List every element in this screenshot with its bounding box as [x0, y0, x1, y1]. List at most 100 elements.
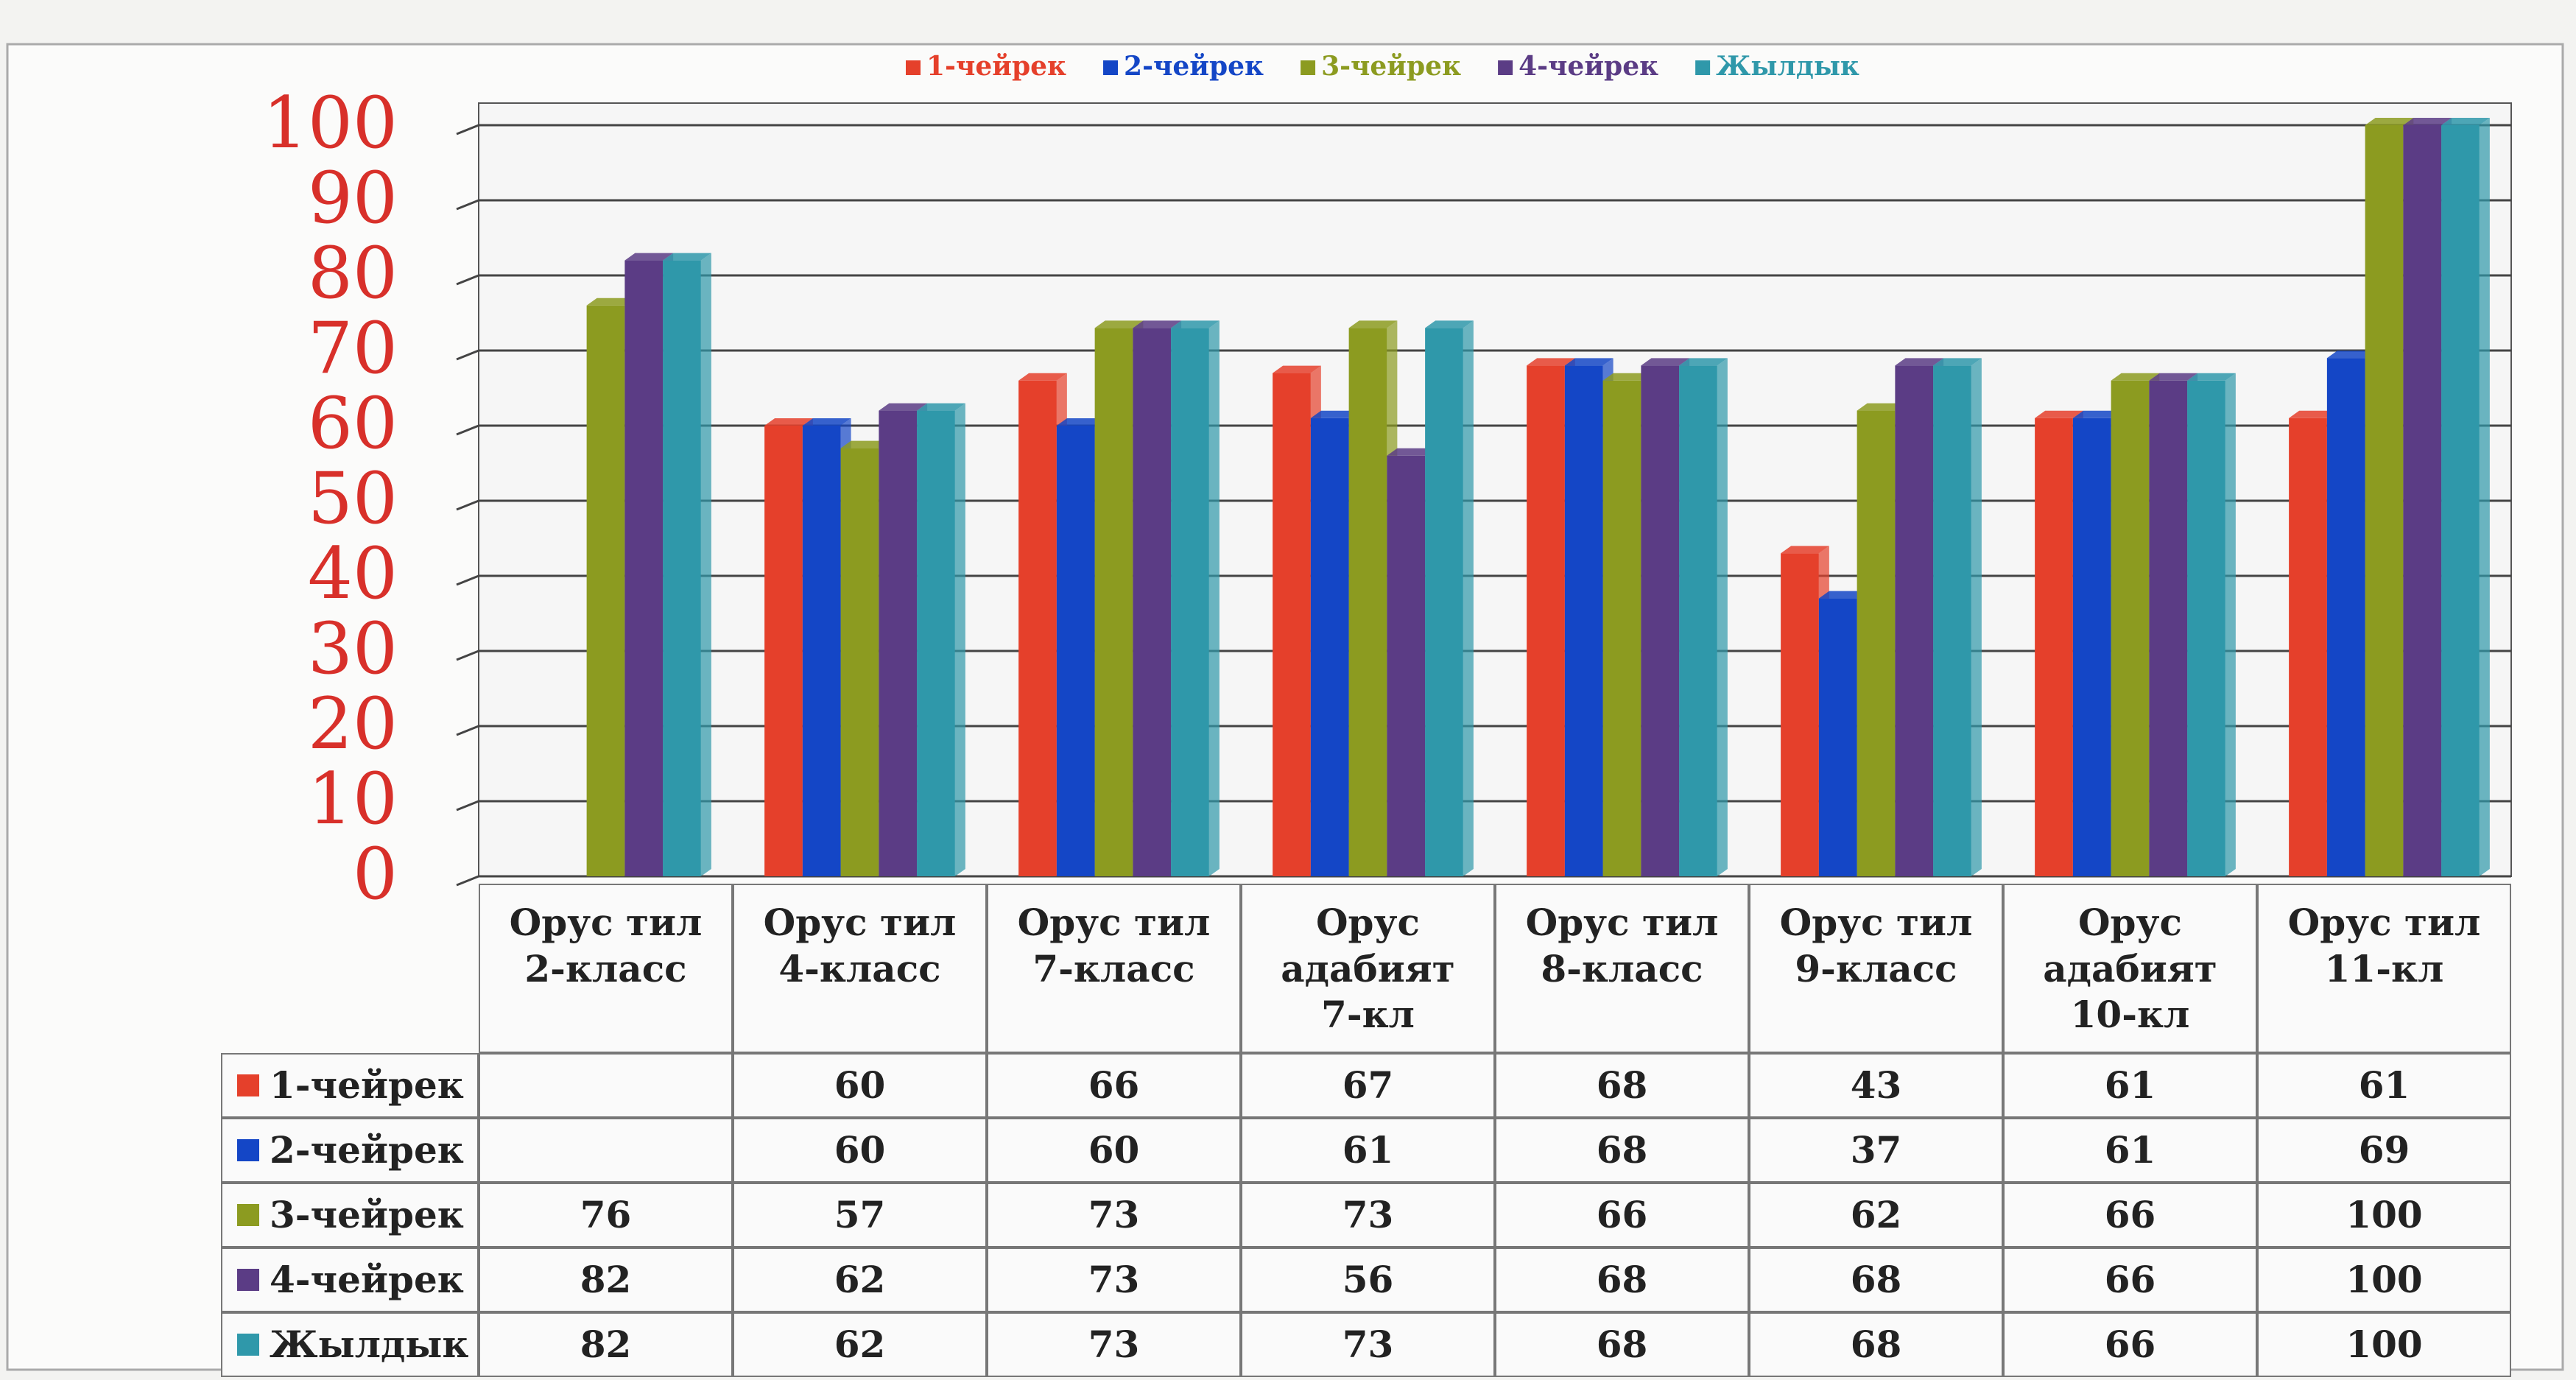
legend-label: Жылдык [1716, 51, 1859, 82]
tick-mark [456, 199, 479, 211]
table-cell: 76 [479, 1183, 733, 1247]
legend-swatch [1498, 60, 1513, 75]
table-cell: 37 [1749, 1118, 2003, 1183]
series-name: 4-чейрек [270, 1257, 464, 1301]
bar-side [2479, 118, 2490, 876]
table-cell: 68 [1495, 1247, 1749, 1312]
bar-top [663, 253, 711, 261]
legend-key [237, 1139, 259, 1161]
bar [1171, 328, 1209, 876]
bar-top [1273, 365, 1321, 373]
bar [1425, 328, 1463, 876]
y-tick-label: 70 [308, 307, 398, 390]
table-cell: 43 [1749, 1053, 2003, 1118]
bar [624, 260, 664, 877]
table-row-header: 4-чейрек [221, 1247, 479, 1312]
bar [2403, 125, 2442, 876]
table-cell: 66 [2003, 1312, 2257, 1377]
bar-top [1425, 320, 1474, 328]
legend-label: 1-чейрек [926, 51, 1066, 82]
bar [1641, 365, 1680, 876]
category-label: Орус тил 9-класс [1749, 884, 2003, 1053]
table-cell: 56 [1241, 1247, 1495, 1312]
bar-top [879, 403, 928, 411]
bar [586, 305, 625, 876]
bar [764, 426, 803, 876]
series-name: 1-чейрек [270, 1063, 464, 1107]
bar-top [2035, 410, 2083, 418]
y-tick-label: 50 [308, 457, 398, 540]
bar [1781, 553, 1819, 876]
bar [2365, 125, 2404, 876]
y-tick-label: 40 [308, 532, 398, 615]
bar-side [954, 403, 965, 876]
bar [917, 410, 955, 876]
bar-side [700, 253, 711, 877]
category-label: Орус адабият 7-кл [1241, 884, 1495, 1053]
bar-top [2289, 410, 2337, 418]
table-cell: 62 [733, 1247, 987, 1312]
bar [1056, 426, 1095, 876]
bar-top [624, 253, 674, 261]
table-cell: 61 [2003, 1118, 2257, 1183]
bar [1895, 365, 1934, 876]
bar-top [2072, 410, 2122, 418]
category-label: Орус адабият 10-кл [2003, 884, 2257, 1053]
table-cell: 61 [1241, 1118, 1495, 1183]
table-cell: 69 [2257, 1118, 2511, 1183]
bar-side [1971, 358, 1982, 876]
bar [1602, 380, 1641, 876]
y-tick-label: 10 [308, 758, 398, 840]
category-label: Орус тил 7-класс [987, 884, 1241, 1053]
bar-top [1387, 448, 1436, 456]
bar [1527, 365, 1565, 876]
legend-swatch [906, 60, 921, 75]
bar-side [1463, 320, 1474, 876]
bar-top [586, 298, 636, 306]
table-cell: 68 [1749, 1312, 2003, 1377]
bar [1310, 418, 1349, 876]
tick-mark [456, 274, 479, 286]
bar-top [2111, 373, 2160, 381]
table-cell: 82 [479, 1312, 733, 1377]
category-label: Орус тил 4-класс [733, 884, 987, 1053]
bar-top [1133, 320, 1182, 328]
table-cell: 66 [1495, 1183, 1749, 1247]
table-row-header: Жылдык [221, 1312, 479, 1377]
series-name: 2-чейрек [270, 1127, 464, 1172]
tick-mark [456, 800, 479, 812]
bar [802, 426, 841, 876]
tick-mark [456, 725, 479, 736]
bar-top [1895, 358, 1944, 366]
y-tick-label: 60 [308, 382, 398, 465]
table-cell: 82 [479, 1247, 733, 1312]
bar [1018, 380, 1057, 876]
table-cell: 67 [1241, 1053, 1495, 1118]
tick-mark [456, 574, 479, 586]
series-name: Жылдык [270, 1322, 469, 1366]
bar [1933, 365, 1971, 876]
tick-mark [456, 424, 479, 436]
bar [1133, 328, 1172, 876]
bar [1679, 365, 1717, 876]
bar-top [1641, 358, 1690, 366]
table-cell [479, 1118, 733, 1183]
table-cell: 60 [733, 1053, 987, 1118]
bar [1818, 598, 1857, 876]
bar [663, 260, 701, 877]
table-cell: 61 [2257, 1053, 2511, 1118]
bar-top [802, 418, 851, 426]
bar [840, 448, 879, 876]
bar-top [1602, 373, 1652, 381]
table-cell: 57 [733, 1183, 987, 1247]
table-cell: 60 [733, 1118, 987, 1183]
y-tick-label: 0 [353, 833, 398, 915]
bar [2072, 418, 2111, 876]
bar-top [1171, 320, 1220, 328]
bar-top [1781, 546, 1829, 554]
bar-top [2149, 373, 2198, 381]
table-cell: 62 [1749, 1183, 2003, 1247]
table-cell: 68 [1495, 1053, 1749, 1118]
bar [1348, 328, 1387, 876]
table-cell: 66 [987, 1053, 1241, 1118]
